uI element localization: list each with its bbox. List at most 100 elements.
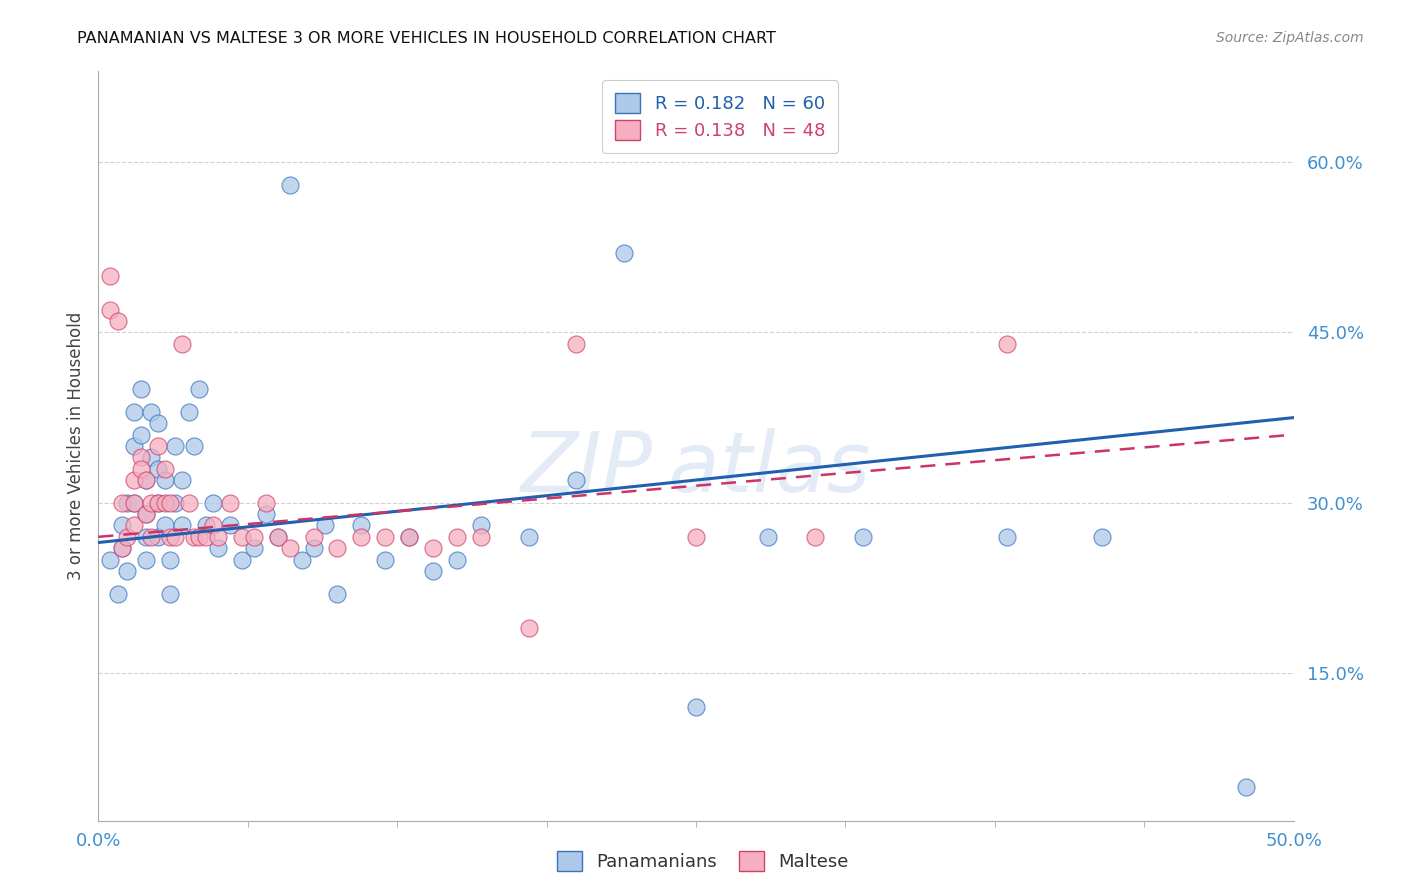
- Point: [350, 530, 373, 544]
- Point: [613, 246, 636, 260]
- Point: [804, 530, 827, 544]
- Point: [98, 552, 122, 566]
- Point: [267, 530, 290, 544]
- Point: [115, 496, 138, 510]
- Point: [148, 496, 170, 510]
- Point: [179, 405, 201, 419]
- Point: [111, 541, 134, 556]
- Point: [111, 541, 134, 556]
- Point: [187, 530, 209, 544]
- Point: [131, 427, 153, 442]
- Point: [148, 496, 170, 510]
- Point: [159, 496, 181, 510]
- Point: [172, 518, 194, 533]
- Point: [131, 450, 153, 465]
- Point: [278, 178, 301, 192]
- Point: [111, 496, 134, 510]
- Point: [278, 541, 301, 556]
- Point: [135, 473, 157, 487]
- Point: [124, 439, 146, 453]
- Point: [517, 530, 540, 544]
- Point: [172, 336, 194, 351]
- Point: [852, 530, 875, 544]
- Point: [124, 496, 146, 510]
- Point: [398, 530, 420, 544]
- Point: [195, 518, 218, 533]
- Point: [131, 382, 153, 396]
- Point: [219, 496, 242, 510]
- Point: [159, 552, 181, 566]
- Point: [159, 586, 181, 600]
- Point: [98, 302, 122, 317]
- Point: [219, 518, 242, 533]
- Point: [111, 518, 134, 533]
- Point: [243, 530, 266, 544]
- Point: [446, 530, 468, 544]
- Point: [159, 530, 181, 544]
- Point: [163, 439, 186, 453]
- Point: [183, 530, 205, 544]
- Point: [1091, 530, 1114, 544]
- Point: [195, 530, 218, 544]
- Point: [148, 417, 170, 431]
- Point: [124, 473, 146, 487]
- Point: [302, 541, 325, 556]
- Point: [254, 507, 277, 521]
- Point: [291, 552, 314, 566]
- Point: [115, 564, 138, 578]
- Point: [98, 268, 122, 283]
- Point: [350, 518, 373, 533]
- Point: [139, 450, 162, 465]
- Point: [139, 530, 162, 544]
- Point: [139, 496, 162, 510]
- Point: [398, 530, 420, 544]
- Point: [374, 552, 396, 566]
- Legend: R = 0.182   N = 60, R = 0.138   N = 48: R = 0.182 N = 60, R = 0.138 N = 48: [602, 80, 838, 153]
- Point: [422, 541, 444, 556]
- Point: [131, 461, 153, 475]
- Point: [148, 530, 170, 544]
- Point: [207, 530, 229, 544]
- Point: [231, 530, 253, 544]
- Point: [155, 496, 177, 510]
- Point: [267, 530, 290, 544]
- Point: [243, 541, 266, 556]
- Point: [124, 405, 146, 419]
- Point: [565, 336, 588, 351]
- Point: [470, 518, 492, 533]
- Point: [107, 586, 129, 600]
- Point: [183, 439, 205, 453]
- Point: [326, 541, 349, 556]
- Point: [135, 507, 157, 521]
- Point: [517, 621, 540, 635]
- Point: [422, 564, 444, 578]
- Point: [446, 552, 468, 566]
- Point: [302, 530, 325, 544]
- Point: [315, 518, 337, 533]
- Point: [187, 382, 209, 396]
- Point: [124, 496, 146, 510]
- Point: [202, 518, 225, 533]
- Point: [995, 530, 1018, 544]
- Point: [172, 473, 194, 487]
- Text: ZIP atlas: ZIP atlas: [520, 428, 872, 509]
- Point: [115, 530, 138, 544]
- Point: [565, 473, 588, 487]
- Point: [1234, 780, 1257, 794]
- Point: [107, 314, 129, 328]
- Point: [179, 496, 201, 510]
- Y-axis label: 3 or more Vehicles in Household: 3 or more Vehicles in Household: [66, 312, 84, 580]
- Point: [135, 530, 157, 544]
- Point: [685, 530, 707, 544]
- Point: [135, 552, 157, 566]
- Point: [756, 530, 779, 544]
- Point: [148, 439, 170, 453]
- Point: [202, 496, 225, 510]
- Point: [163, 530, 186, 544]
- Point: [155, 518, 177, 533]
- Point: [995, 336, 1018, 351]
- Point: [685, 700, 707, 714]
- Point: [326, 586, 349, 600]
- Point: [254, 496, 277, 510]
- Point: [155, 461, 177, 475]
